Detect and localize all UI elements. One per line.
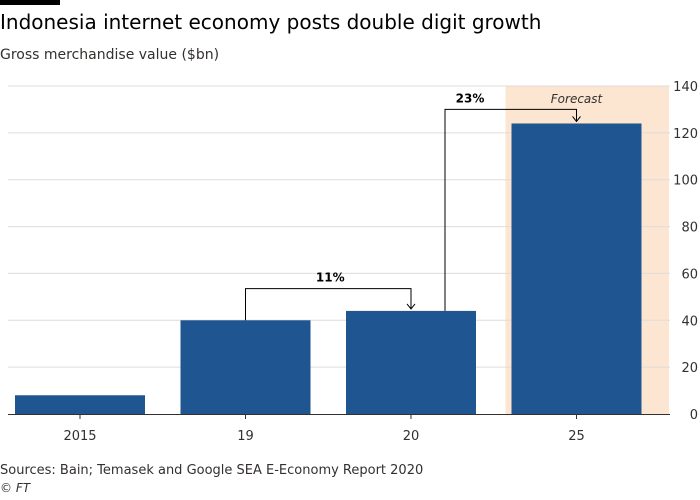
bar-20 bbox=[346, 310, 476, 414]
x-tick-label-25: 25 bbox=[568, 429, 585, 444]
chart-title: Indonesia internet economy posts double … bbox=[0, 10, 542, 34]
y-tick-label-20: 20 bbox=[681, 361, 698, 376]
y-tick-label-120: 120 bbox=[673, 127, 698, 142]
ft-top-bar bbox=[0, 0, 60, 5]
x-tick-label-2015: 2015 bbox=[63, 429, 96, 444]
arrow-11pct bbox=[406, 303, 416, 310]
x-tick-label-20: 20 bbox=[403, 429, 420, 444]
bar-chart: Forecast 11% 23% 0 20 40 60 80 100 120 140 2015 19… bbox=[8, 80, 698, 444]
ft-credit: © FT bbox=[0, 481, 31, 495]
y-tick-label-80: 80 bbox=[681, 221, 698, 236]
bar-2015 bbox=[15, 395, 145, 414]
forecast-label: Forecast bbox=[551, 92, 604, 106]
y-tick-label-0: 0 bbox=[690, 408, 698, 423]
bar-25 bbox=[511, 123, 642, 414]
connector-23pct bbox=[444, 108, 577, 311]
source-note: Sources: Bain; Temasek and Google SEA E-… bbox=[0, 463, 424, 478]
x-tick-label-19: 19 bbox=[237, 429, 254, 444]
y-tick-label-100: 100 bbox=[673, 174, 698, 189]
y-tick-label-40: 40 bbox=[681, 314, 698, 329]
y-tick-label-60: 60 bbox=[681, 267, 698, 282]
bar-19 bbox=[180, 320, 311, 414]
arrow-23pct bbox=[572, 116, 581, 123]
connector-11pct bbox=[245, 288, 412, 321]
annotation-23pct: 23% bbox=[456, 91, 485, 105]
chart-subtitle: Gross merchandise value ($bn) bbox=[0, 47, 220, 63]
annotation-11pct: 11% bbox=[316, 271, 345, 285]
y-tick-label-140: 140 bbox=[673, 80, 698, 95]
